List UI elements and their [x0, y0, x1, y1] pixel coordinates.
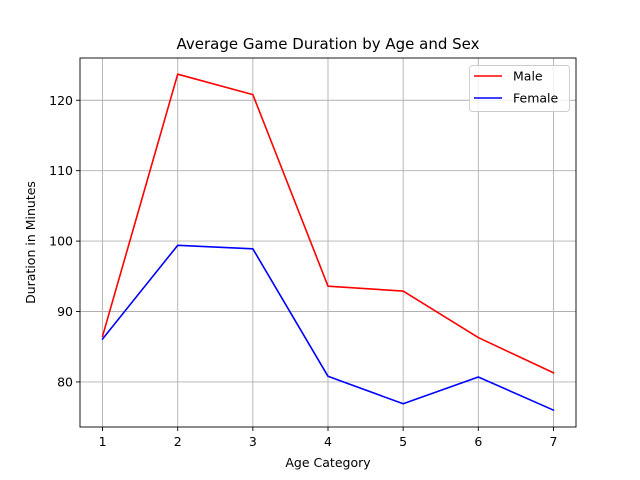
x-tick-label: 1	[99, 434, 107, 449]
y-axis-label: Duration in Minutes	[23, 181, 38, 304]
grid	[80, 58, 576, 427]
legend-label-female: Female	[513, 91, 559, 106]
legend-label-male: Male	[513, 69, 543, 84]
y-axis-ticks: 80 90 100 110 120	[49, 93, 80, 389]
x-axis-label: Age Category	[285, 455, 371, 470]
x-axis-ticks: 1 2 3 4 5 6 7	[99, 427, 557, 449]
x-tick-label: 4	[324, 434, 332, 449]
y-tick-label: 120	[49, 93, 73, 108]
series-lines	[101, 73, 555, 412]
chart-title: Average Game Duration by Age and Sex	[176, 35, 479, 53]
y-tick-label: 110	[49, 163, 73, 178]
series-line-female	[101, 244, 555, 412]
x-tick-label: 2	[174, 434, 182, 449]
x-tick-label: 7	[549, 434, 557, 449]
legend: Male Female	[469, 65, 570, 112]
y-tick-label: 90	[57, 304, 73, 319]
series-line-male	[101, 73, 555, 374]
y-tick-label: 100	[49, 234, 73, 249]
x-tick-label: 6	[474, 434, 482, 449]
x-tick-label: 5	[399, 434, 407, 449]
x-tick-label: 3	[249, 434, 257, 449]
legend-box	[469, 65, 570, 112]
y-tick-label: 80	[57, 374, 73, 389]
